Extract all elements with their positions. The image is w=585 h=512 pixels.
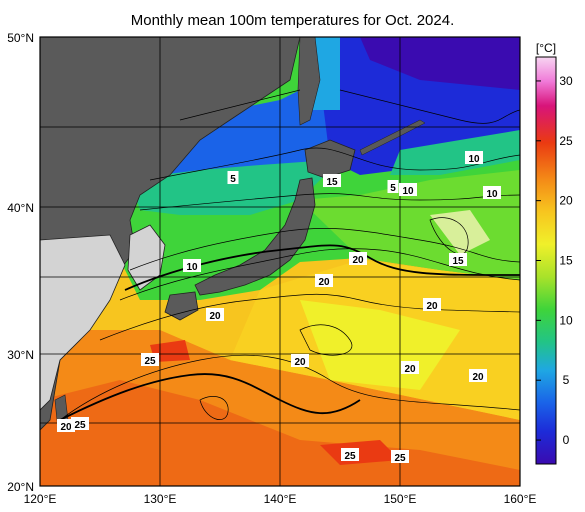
- lat-tick-40: 40°N: [7, 201, 34, 215]
- colorbar-unit: [°C]: [536, 41, 556, 55]
- contour-label: 15: [323, 174, 341, 188]
- contour-label: 10: [399, 183, 417, 197]
- svg-text:25: 25: [144, 356, 156, 367]
- colorbar-tick-label: 20: [559, 194, 573, 208]
- contour-label: 15: [449, 253, 467, 267]
- svg-text:10: 10: [468, 154, 480, 165]
- contour-label: 20: [401, 361, 419, 375]
- lon-tick-150: 150°E: [384, 492, 417, 506]
- land-honshu: [194, 177, 316, 296]
- svg-text:5: 5: [230, 174, 236, 185]
- svg-text:20: 20: [404, 364, 416, 375]
- land-sakhalin: [297, 37, 321, 126]
- svg-text:20: 20: [60, 422, 72, 433]
- colorbar-tick-label: 5: [563, 373, 570, 387]
- svg-text:20: 20: [294, 357, 306, 368]
- map-frame: [39, 36, 521, 487]
- contour-label: 25: [341, 448, 359, 462]
- land-kyushu: [164, 291, 199, 321]
- colorbar-tick-label: 30: [559, 74, 573, 88]
- svg-text:20: 20: [352, 255, 364, 266]
- contour-label: 5: [387, 180, 399, 194]
- land-china: [40, 234, 126, 411]
- map-title: Monthly mean 100m temperatures for Oct. …: [130, 12, 455, 29]
- svg-text:20: 20: [472, 372, 484, 383]
- contour-label: 10: [183, 259, 201, 273]
- svg-text:10: 10: [402, 186, 414, 197]
- lat-tick-50: 50°N: [7, 31, 34, 45]
- colorbar-tick-label: 25: [559, 134, 573, 148]
- lon-tick-160: 160°E: [504, 492, 537, 506]
- contour-label: 20: [315, 274, 333, 288]
- contour-label: 25: [391, 450, 409, 464]
- contour-label: 20: [349, 252, 367, 266]
- svg-text:20: 20: [209, 311, 221, 322]
- contour-label: 25: [141, 353, 159, 367]
- svg-text:25: 25: [344, 451, 356, 462]
- svg-text:15: 15: [326, 177, 338, 188]
- contour-label: 10: [465, 151, 483, 165]
- colorbar-ticks: 0 5 10 15 20 25 30: [536, 74, 573, 447]
- contour-label: 5: [227, 171, 239, 185]
- contour-label: 20: [469, 369, 487, 383]
- svg-text:10: 10: [486, 189, 498, 200]
- land-kurils: [359, 119, 426, 156]
- svg-text:20: 20: [426, 301, 438, 312]
- svg-text:5: 5: [390, 183, 396, 194]
- lat-tick-30: 30°N: [7, 348, 34, 362]
- lat-tick-20: 20°N: [7, 480, 34, 494]
- lon-tick-120: 120°E: [24, 492, 57, 506]
- contour-label: 25: [71, 417, 89, 431]
- land-hokkaido: [304, 139, 356, 179]
- lon-tick-140: 140°E: [264, 492, 297, 506]
- svg-text:15: 15: [452, 256, 464, 267]
- svg-text:25: 25: [394, 453, 406, 464]
- svg-text:25: 25: [74, 420, 86, 431]
- lon-tick-130: 130°E: [144, 492, 177, 506]
- svg-text:20: 20: [318, 277, 330, 288]
- colorbar-tick-label: 15: [559, 254, 573, 268]
- graticule: [40, 37, 520, 486]
- contour-label: 20: [291, 354, 309, 368]
- colorbar-tick-label: 10: [559, 313, 573, 327]
- contour-label: 20: [206, 308, 224, 322]
- svg-text:10: 10: [186, 262, 198, 273]
- colorbar-tick-label: 0: [563, 433, 570, 447]
- contour-label: 20: [423, 298, 441, 312]
- contour-label: 20: [57, 419, 75, 433]
- contour-label: 10: [483, 186, 501, 200]
